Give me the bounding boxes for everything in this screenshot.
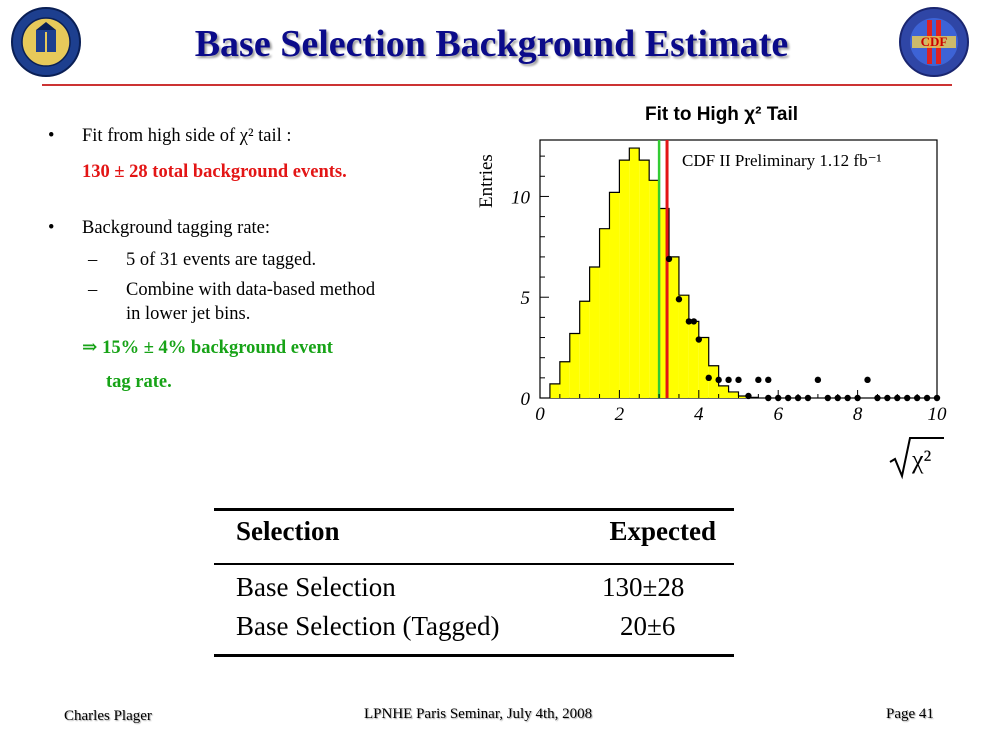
sub-bullet-dash: – <box>88 250 98 270</box>
x-axis-label: χ² <box>888 432 948 480</box>
x-tick-label: 10 <box>928 404 948 425</box>
y-tick-label: 0 <box>521 389 531 410</box>
sub-bullet-combine: Combine with data-based method <box>126 280 376 300</box>
data-point <box>705 374 712 382</box>
data-point <box>755 376 762 384</box>
histogram-bar <box>619 160 630 398</box>
x-tick-label: 0 <box>535 404 545 425</box>
data-point <box>765 394 772 402</box>
conclusion-line-cont: tag rate. <box>106 372 172 392</box>
histogram-bar <box>698 337 709 398</box>
footer-author: Charles Plager <box>64 708 152 724</box>
footer-page-number: Page 41 <box>886 706 934 722</box>
footer-event: LPNHE Paris Seminar, July 4th, 2008 <box>364 706 593 722</box>
x-tick-label: 6 <box>773 404 783 425</box>
table-bottom-rule <box>214 654 734 657</box>
data-point <box>735 376 742 384</box>
table-row-value: 20±6 <box>620 611 676 641</box>
table-row-value: 130±28 <box>602 572 685 602</box>
y-tick-label: 5 <box>521 288 531 309</box>
data-point <box>690 318 698 325</box>
table-header-expected: Expected <box>609 516 716 546</box>
histogram-chart: 0 2 4 6 8 10 0 5 10 CDF II Preliminary 1.12 fb⁻¹… <box>476 139 948 425</box>
data-point <box>765 376 772 384</box>
histogram-outline <box>549 147 759 398</box>
data-point <box>844 394 851 402</box>
histogram-bar <box>579 301 590 398</box>
table-row-label: Base Selection <box>236 572 396 602</box>
histogram-bar <box>569 333 580 398</box>
histogram-bar <box>629 148 640 398</box>
sub-bullet-tagged: 5 of 31 events are tagged. <box>126 250 317 270</box>
x-tick-label: 8 <box>853 404 863 425</box>
histogram-bar <box>609 192 620 398</box>
expected-table: Selection Expected Base Selection 130±28… <box>214 508 734 658</box>
histogram-bar <box>649 180 660 398</box>
data-point <box>784 394 792 402</box>
histogram-bar <box>669 256 679 398</box>
data-point <box>923 394 931 402</box>
sub-bullet-dash: – <box>88 280 98 300</box>
data-point <box>685 318 693 325</box>
bullet-tagging-text: Background tagging rate: <box>82 218 271 238</box>
x-tick-label: 4 <box>694 404 704 425</box>
data-point <box>675 296 683 303</box>
data-point <box>745 392 752 400</box>
data-point <box>864 376 871 384</box>
histogram-bar <box>688 321 699 398</box>
table-header-selection: Selection <box>236 516 340 546</box>
table-mid-rule <box>214 563 734 565</box>
histogram-bar <box>599 228 610 398</box>
y-axis-label: Entries <box>476 154 497 208</box>
histogram-bar <box>589 266 600 398</box>
table-top-rule <box>214 508 734 511</box>
svg-text:CDF: CDF <box>921 34 948 49</box>
histogram-bar <box>639 160 650 398</box>
histogram-bar <box>659 208 670 398</box>
data-point <box>824 394 832 402</box>
slide-title: Base Selection Background Estimate <box>194 23 789 65</box>
data-point <box>715 376 722 384</box>
data-point <box>665 255 673 263</box>
histogram-bar <box>678 295 689 398</box>
sub-bullet-combine-cont: in lower jet bins. <box>126 304 251 324</box>
data-point <box>695 336 702 343</box>
bullet-dot: • <box>48 218 55 238</box>
data-point <box>814 376 822 384</box>
table-row-label: Base Selection (Tagged) <box>236 611 500 641</box>
bullet-fit-result: 130 ± 28 total background events. <box>82 162 347 182</box>
uc-seal-logo <box>10 6 82 78</box>
conclusion-line: ⇒ 15% ± 4% background event <box>82 338 333 358</box>
histogram-bar <box>718 385 729 398</box>
data-point <box>884 394 891 402</box>
chart-title: Fit to High χ² Tail <box>645 104 799 125</box>
histogram-bar <box>549 383 560 398</box>
x-tick-label: 2 <box>615 404 625 425</box>
histogram-bar <box>708 365 719 398</box>
bullet-fit-text: Fit from high side of χ² tail : <box>82 126 292 146</box>
title-underline <box>42 84 952 86</box>
data-point <box>904 394 911 402</box>
svg-text:χ²: χ² <box>911 445 932 474</box>
bullet-dot: • <box>48 126 55 146</box>
y-tick-label: 10 <box>511 187 531 208</box>
histogram-bar <box>728 391 739 398</box>
data-point <box>804 394 812 402</box>
histogram-bar <box>738 395 749 398</box>
data-point <box>725 376 732 384</box>
histogram-bar <box>559 361 570 398</box>
cdf-logo: CDF <box>898 6 970 78</box>
chart-annotation: CDF II Preliminary 1.12 fb⁻¹ <box>682 151 882 170</box>
